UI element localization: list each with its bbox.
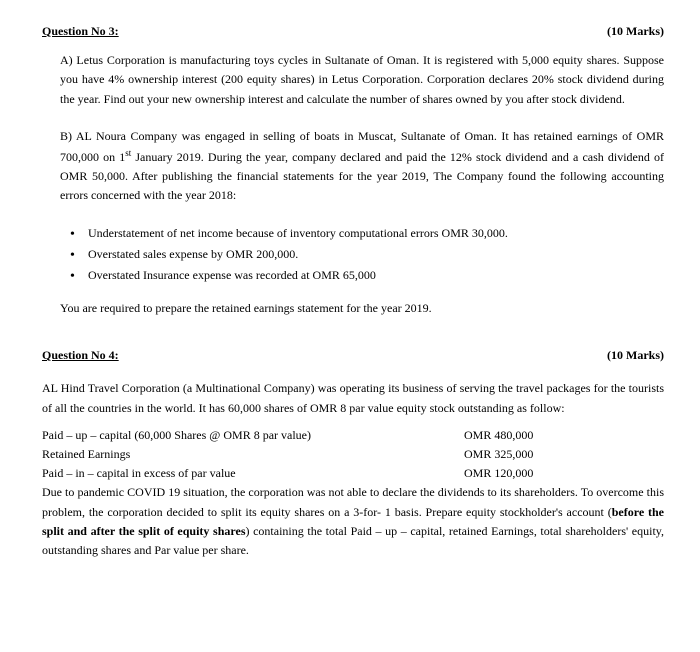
q3-bullets: Understatement of net income because of …	[42, 224, 664, 286]
q4-body-pre: Due to pandemic COVID 19 situation, the …	[42, 485, 664, 518]
q4-row-1: Paid – up – capital (60,000 Shares @ OMR…	[42, 426, 664, 445]
q4-body: Due to pandemic COVID 19 situation, the …	[42, 483, 664, 560]
q3-part-a: A) Letus Corporation is manufacturing to…	[42, 51, 664, 109]
q4-row-3: Paid – in – capital in excess of par val…	[42, 464, 664, 483]
q3-title: Question No 3:	[42, 22, 119, 41]
q4-row2-label: Retained Earnings	[42, 445, 464, 464]
q3-marks: (10 Marks)	[607, 22, 664, 41]
q3-partb-text2: January 2019. During the year, company d…	[60, 150, 664, 202]
q4-row2-value: OMR 325,000	[464, 445, 664, 464]
q3-bullet-3: Overstated Insurance expense was recorde…	[70, 266, 664, 285]
q4-intro: AL Hind Travel Corporation (a Multinatio…	[42, 379, 664, 417]
q3-instruction: You are required to prepare the retained…	[42, 299, 664, 318]
q4-title: Question No 4:	[42, 346, 119, 365]
q3-header: Question No 3: (10 Marks)	[42, 22, 664, 41]
q3-part-b-intro: B) AL Noura Company was engaged in selli…	[42, 127, 664, 206]
q4-row3-value: OMR 120,000	[464, 464, 664, 483]
q3-bullet-2: Overstated sales expense by OMR 200,000.	[70, 245, 664, 264]
q3-bullet-1: Understatement of net income because of …	[70, 224, 664, 243]
q4-header: Question No 4: (10 Marks)	[42, 346, 664, 365]
q4-row3-label: Paid – in – capital in excess of par val…	[42, 464, 464, 483]
q4-marks: (10 Marks)	[607, 346, 664, 365]
q4-equity-table: Paid – up – capital (60,000 Shares @ OMR…	[42, 426, 664, 484]
q4-row1-value: OMR 480,000	[464, 426, 664, 445]
q4-row1-label: Paid – up – capital (60,000 Shares @ OMR…	[42, 426, 464, 445]
q4-row-2: Retained Earnings OMR 325,000	[42, 445, 664, 464]
